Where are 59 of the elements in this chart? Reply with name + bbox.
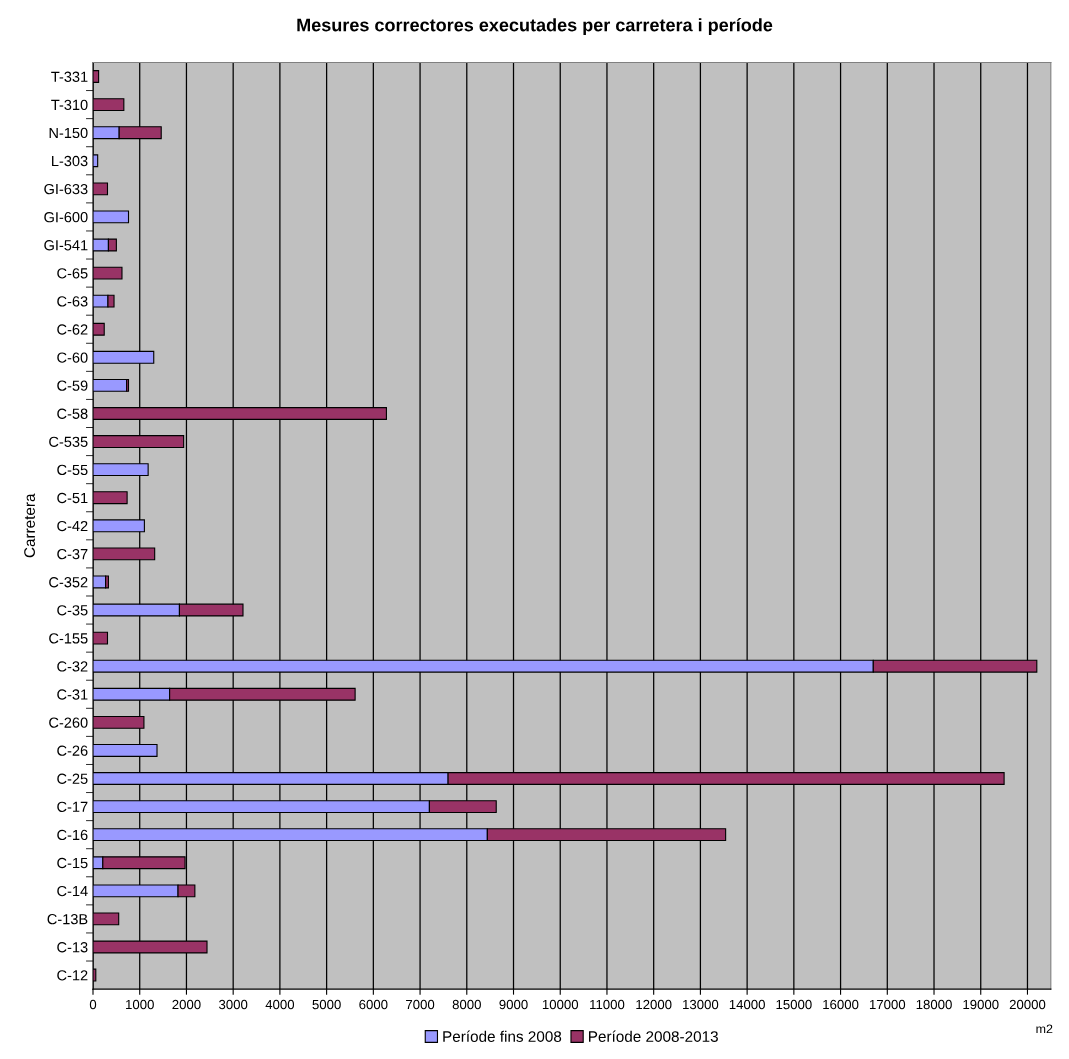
y-tick-label: C-12 (57, 970, 88, 981)
y-tick-label: C-63 (57, 296, 88, 307)
x-tick-label: 8000 (452, 999, 481, 1010)
x-tick-label: 19000 (963, 999, 999, 1010)
y-tick-label: C-17 (57, 801, 88, 813)
x-tick-label: 18000 (916, 999, 952, 1010)
x-tick-label: 3000 (219, 999, 248, 1010)
y-tick-label: C-13 (57, 942, 88, 953)
y-tick-label: C-31 (57, 689, 88, 700)
x-tick-label: 13000 (683, 999, 719, 1010)
y-axis-title: Carretera (24, 493, 35, 558)
x-tick-label: 10000 (542, 999, 579, 1010)
x-tick-label: 0 (89, 999, 97, 1010)
y-tick-label: C-42 (57, 520, 88, 532)
y-tick-label: C-14 (57, 885, 88, 897)
y-tick-label: T-331 (51, 71, 88, 82)
x-tick-label: 12000 (636, 999, 672, 1010)
y-tick-label: C-35 (57, 605, 88, 616)
y-tick-label: GI-600 (44, 212, 88, 223)
chart-title: Mesures correctores executades per carretera i període (297, 17, 773, 35)
y-tick-label: C-59 (57, 380, 88, 391)
x-tick-label: 1000 (126, 999, 154, 1010)
y-tick-label: C-260 (49, 717, 88, 728)
y-tick-label: C-60 (57, 352, 88, 363)
y-tick-label: C-15 (57, 857, 88, 869)
x-tick-label: 7000 (406, 999, 435, 1010)
x-tick-label: 5000 (312, 999, 341, 1010)
x-tick-label: 9000 (499, 999, 528, 1010)
y-tick-label: L-303 (52, 155, 88, 167)
y-tick-label: GI-541 (44, 240, 88, 251)
y-tick-label: C-352 (49, 577, 88, 588)
x-tick-label: 11000 (590, 999, 625, 1010)
y-tick-label: C-62 (57, 324, 88, 335)
x-tick-label: 15000 (776, 999, 812, 1010)
y-tick-label: T-310 (51, 99, 88, 111)
y-tick-label: C-25 (57, 773, 88, 784)
y-tick-label: C-58 (57, 408, 88, 419)
x-tick-label: 16000 (823, 999, 859, 1010)
x-tick-label: 6000 (359, 999, 388, 1010)
y-tick-label: C-13B (47, 914, 88, 925)
y-tick-label: N-150 (49, 127, 88, 139)
y-tick-label: C-535 (49, 436, 88, 447)
y-tick-label: C-16 (57, 829, 88, 841)
x-tick-label: 17000 (869, 999, 906, 1010)
x-tick-label: 2000 (172, 999, 201, 1010)
y-tick-label: C-155 (49, 633, 88, 644)
legend-label: Període fins 2008 (443, 1030, 562, 1042)
y-tick-label: C-51 (57, 492, 88, 504)
x-tick-label: 20000 (1009, 999, 1046, 1010)
x-tick-label: 4000 (265, 999, 295, 1010)
y-tick-label: C-26 (57, 745, 88, 756)
y-tick-label: C-37 (57, 548, 88, 560)
y-tick-label: C-55 (57, 464, 88, 476)
legend-label: Període 2008-2013 (589, 1030, 718, 1042)
y-tick-label: C-32 (57, 661, 88, 672)
y-tick-label: GI-633 (44, 183, 88, 195)
x-tick-label: 14000 (729, 999, 765, 1010)
y-tick-label: C-65 (57, 268, 88, 279)
text: m2 (1036, 1024, 1053, 1034)
